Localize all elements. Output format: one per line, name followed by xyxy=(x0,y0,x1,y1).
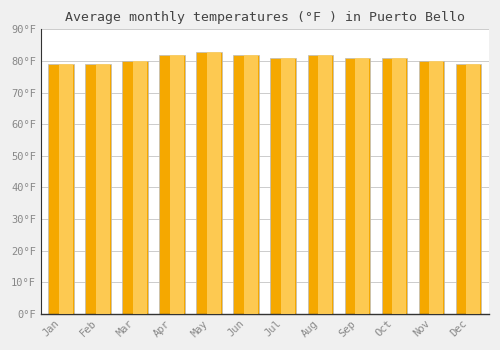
Bar xyxy=(170,55,184,314)
Bar xyxy=(392,58,406,314)
Bar xyxy=(382,58,407,314)
Bar xyxy=(456,64,481,314)
Bar xyxy=(234,55,260,314)
Bar xyxy=(466,64,480,314)
Bar xyxy=(86,64,112,314)
Bar xyxy=(133,61,147,314)
Bar xyxy=(48,64,74,314)
Bar xyxy=(308,55,334,314)
Bar xyxy=(355,58,370,314)
Bar xyxy=(160,55,186,314)
Bar xyxy=(270,58,296,314)
Bar xyxy=(196,51,222,314)
Bar xyxy=(122,61,148,314)
Bar xyxy=(207,51,221,314)
Bar xyxy=(96,64,110,314)
Bar xyxy=(318,55,332,314)
Bar xyxy=(59,64,73,314)
Bar xyxy=(429,61,444,314)
Bar xyxy=(281,58,295,314)
Bar xyxy=(244,55,258,314)
Bar xyxy=(344,58,370,314)
Bar xyxy=(418,61,444,314)
Title: Average monthly temperatures (°F ) in Puerto Bello: Average monthly temperatures (°F ) in Pu… xyxy=(65,11,465,24)
